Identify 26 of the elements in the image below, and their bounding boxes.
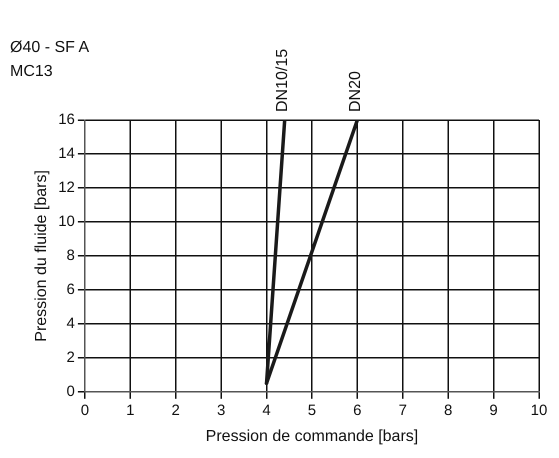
y-tick-label: 16 [58,111,75,128]
chart-subtitle: MC13 [10,62,54,82]
x-tick-label: 8 [444,402,452,419]
x-tick-label: 3 [216,402,226,419]
x-tick-label: 7 [398,402,407,419]
chart-title: Ø40 - SF A [10,38,90,58]
x-tick-label: 2 [172,402,180,419]
y-tick-label: 14 [58,145,75,162]
x-tick-label: 6 [353,402,362,419]
y-tick-label: 2 [66,348,75,366]
x-tick-label: 5 [308,402,316,419]
y-tick-label: 12 [58,179,75,196]
x-tick-label: 10 [530,402,548,419]
x-tick-label: 0 [80,402,90,419]
y-tick-label: 4 [66,314,75,332]
y-tick-label: 8 [66,247,75,264]
x-tick-label: 1 [126,402,134,419]
y-axis-title: Pression du fluide [bars] [33,170,50,342]
x-tick-label: 4 [262,402,271,419]
y-tick-label: 10 [58,213,75,230]
x-axis-title: Pression de commande [bars] [206,428,418,445]
x-tick-label: 9 [489,402,498,419]
text: DN10/15 [274,48,292,112]
text: DN20 [346,70,364,112]
y-tick-label: 0 [66,382,75,400]
y-tick-label: 6 [66,281,75,298]
